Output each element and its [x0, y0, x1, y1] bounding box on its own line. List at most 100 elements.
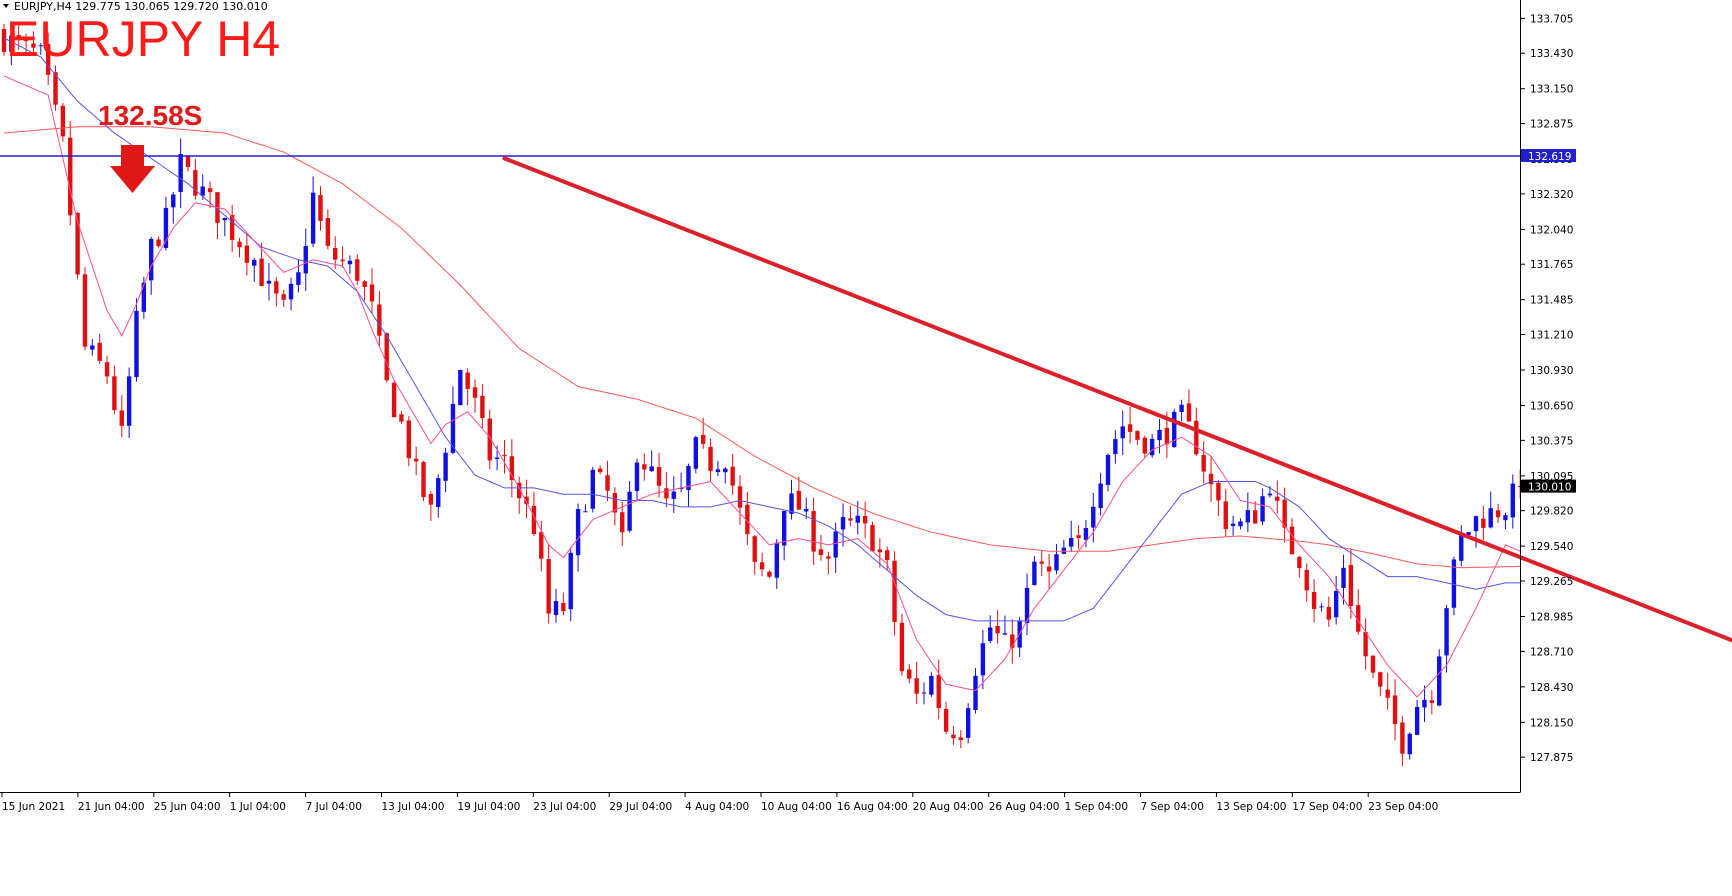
candle-body [274, 281, 279, 294]
candle-body [119, 410, 124, 426]
candle [1437, 649, 1442, 707]
candle-body [892, 560, 897, 623]
candle-body [936, 675, 941, 708]
level-price-tag-box [1521, 148, 1576, 162]
candle [399, 410, 404, 424]
candle-body [1238, 521, 1243, 527]
candle-body [1481, 518, 1486, 528]
candle-body [318, 195, 323, 221]
candle-body [605, 475, 610, 491]
candle-body [774, 542, 779, 578]
candle [1142, 435, 1147, 458]
candle [1481, 505, 1486, 541]
candle [730, 453, 735, 495]
candle-body [546, 559, 551, 614]
candle [649, 450, 654, 473]
candle-body [1253, 510, 1258, 524]
candle-body [259, 258, 264, 286]
candle-body [1046, 566, 1052, 572]
candle [921, 682, 927, 705]
info-dropdown-icon[interactable] [3, 4, 9, 8]
candle-body [421, 461, 426, 498]
candle [1149, 434, 1155, 458]
candle-body [112, 376, 117, 411]
candle [68, 121, 73, 226]
candle-body [767, 571, 772, 577]
candle-body [759, 562, 765, 570]
candle [347, 255, 353, 274]
candle-body [1267, 493, 1273, 496]
candle [885, 546, 890, 571]
candle [171, 191, 176, 224]
candle-body [921, 692, 927, 694]
candle [82, 266, 88, 351]
candle [583, 504, 588, 513]
candle-body [649, 466, 654, 472]
candle-body [1216, 482, 1221, 501]
candle-body [1179, 404, 1184, 413]
candle-body [1, 29, 7, 52]
time-tick-label: 15 Jun 2021 [2, 801, 65, 813]
candle-body [1326, 606, 1331, 620]
candle-body [1414, 706, 1420, 735]
candle-body [1444, 608, 1449, 656]
candle-body [369, 284, 375, 302]
candle [862, 501, 868, 539]
candle [1304, 563, 1309, 602]
time-tick-label: 23 Jul 04:00 [533, 801, 596, 813]
candle [1120, 410, 1125, 456]
candle [781, 510, 787, 561]
price-tick-label: 128.150 [1530, 717, 1573, 729]
candle [988, 615, 993, 644]
candle-body [1282, 499, 1287, 528]
candle [1363, 618, 1368, 670]
candle [678, 472, 684, 493]
candle-body [833, 531, 838, 558]
candle-body [185, 155, 191, 167]
candle [605, 460, 610, 502]
candle-body [1451, 559, 1457, 608]
candle [45, 32, 51, 86]
symbol-info-line: EURJPY,H4 129.775 130.065 129.720 130.01… [14, 0, 268, 13]
price-tick-label: 132.875 [1530, 119, 1573, 131]
candle [804, 497, 809, 520]
candle-body [9, 35, 14, 52]
candle [200, 174, 205, 200]
candle-body [1024, 587, 1030, 624]
price-tick-label: 131.210 [1530, 330, 1573, 342]
candle-body [1319, 606, 1324, 608]
candle-body [1039, 561, 1044, 564]
price-tick-label: 128.985 [1530, 611, 1573, 623]
candle-body [553, 601, 559, 616]
candle [1385, 672, 1390, 710]
time-tick-label: 21 Jun 04:00 [78, 801, 145, 813]
candle-body [1356, 605, 1361, 632]
candle [1091, 492, 1096, 543]
candle-body [988, 627, 993, 641]
candle [1282, 487, 1287, 543]
candle-body [796, 490, 802, 510]
candle [524, 479, 529, 519]
candle-body [1304, 569, 1309, 591]
candle [1201, 441, 1206, 484]
candle-body [568, 552, 573, 610]
time-tick-label: 26 Aug 04:00 [989, 801, 1060, 813]
candle-body [671, 491, 676, 499]
candle-body [1385, 689, 1390, 698]
candle [951, 726, 956, 745]
trend-line [502, 156, 1732, 643]
candle [178, 138, 183, 209]
candle-body [222, 217, 227, 221]
candle-body [965, 708, 971, 738]
candle [1444, 604, 1449, 673]
candle-body [82, 274, 88, 347]
candle [943, 701, 949, 734]
candle [1069, 520, 1074, 553]
time-tick-label: 17 Sep 04:00 [1292, 801, 1362, 813]
candle-body [1333, 590, 1339, 618]
candle [811, 497, 816, 565]
candle [1010, 619, 1015, 664]
candle [1076, 525, 1081, 550]
candle [767, 570, 772, 579]
